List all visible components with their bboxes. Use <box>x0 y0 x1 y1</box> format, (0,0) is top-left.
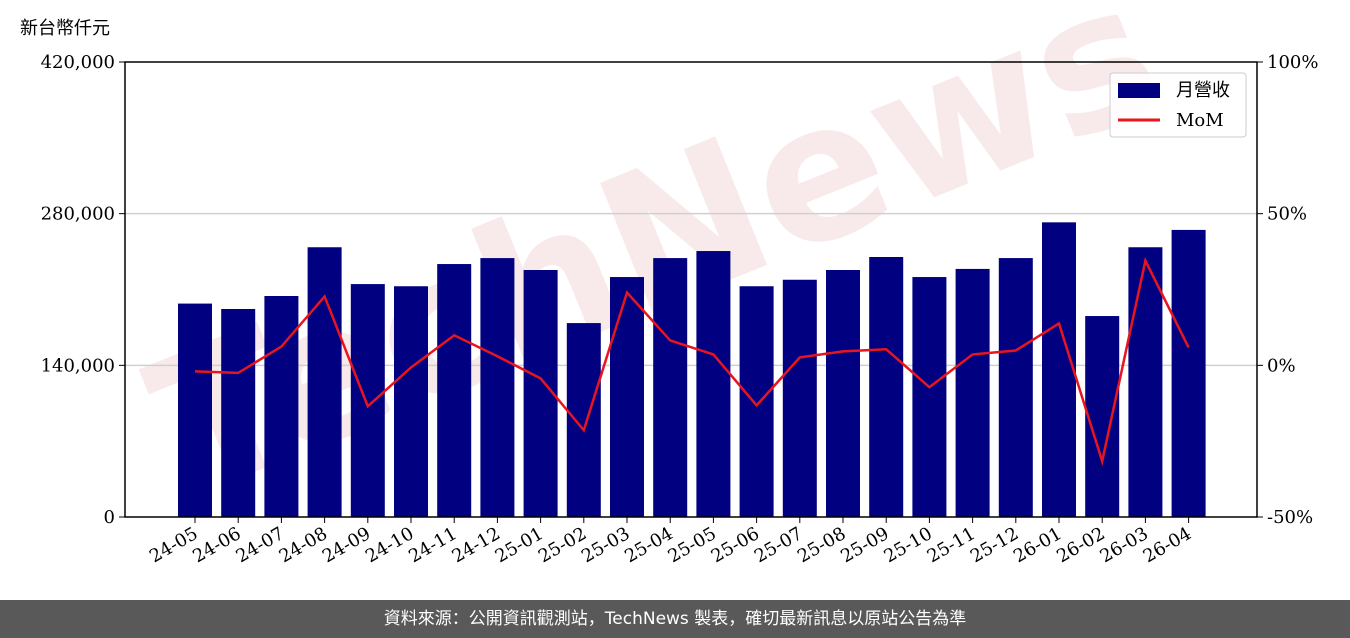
x-tick-label: 25-08 <box>794 523 849 567</box>
x-tick-label: 25-07 <box>751 523 806 567</box>
x-tick-label: 25-01 <box>492 523 547 567</box>
y2-tick-label: 50% <box>1267 204 1307 225</box>
x-tick-label: 24-08 <box>276 523 331 567</box>
bar <box>1042 222 1076 518</box>
x-tick-label: 24-11 <box>405 523 460 567</box>
x-tick-label: 25-04 <box>621 523 676 567</box>
x-tick-label: 25-12 <box>967 523 1022 567</box>
x-tick-label: 24-07 <box>232 523 287 567</box>
x-tick-label: 25-11 <box>924 523 979 567</box>
x-tick-label: 25-10 <box>880 523 935 567</box>
y-tick-label: 420,000 <box>41 52 115 73</box>
y2-tick-label: 0% <box>1267 355 1296 376</box>
bar <box>869 257 904 517</box>
bar <box>178 303 212 517</box>
bar <box>480 258 515 517</box>
bar <box>1085 316 1120 517</box>
y-tick-label: 0 <box>104 507 115 528</box>
line <box>194 256 1190 467</box>
bar <box>782 279 817 517</box>
x-tick-label: 24-05 <box>146 523 201 567</box>
legend-label: MoM <box>1176 110 1224 131</box>
bar <box>696 251 731 517</box>
x-tick-label: 26-01 <box>1010 523 1065 567</box>
bar <box>1171 229 1206 517</box>
x-tick-label: 24-09 <box>319 523 374 567</box>
bar <box>566 323 601 517</box>
x-tick-label: 25-09 <box>837 523 892 567</box>
legend-swatch <box>1118 83 1160 98</box>
bar <box>955 268 990 517</box>
x-tick-label: 24-10 <box>362 523 417 567</box>
bar <box>394 286 428 517</box>
chart: 新台幣仟元 TechNews0140,000280,000420,000-50%… <box>20 0 1318 567</box>
bar <box>610 277 644 517</box>
plot-frame <box>124 61 1258 518</box>
bar <box>437 264 472 517</box>
bar <box>264 296 299 517</box>
x-tick-label: 25-06 <box>708 523 763 567</box>
y-axis-label: 新台幣仟元 <box>20 18 110 39</box>
bar <box>998 258 1033 517</box>
x-tick-label: 24-12 <box>448 523 503 567</box>
bar <box>826 270 860 517</box>
y-tick-label: 140,000 <box>41 355 115 376</box>
y-tick-label: 280,000 <box>41 204 115 225</box>
bar <box>653 258 688 517</box>
x-tick-label: 26-04 <box>1140 523 1195 567</box>
footer: 資料來源：公開資訊觀測站，TechNews 製表，確切最新訊息以原站公告為準 <box>0 600 1350 638</box>
x-tick-label: 25-05 <box>664 523 719 567</box>
legend-label: 月營收 <box>1176 80 1230 101</box>
y2-tick-label: -50% <box>1267 507 1313 528</box>
bar <box>350 284 385 517</box>
bar <box>307 247 342 517</box>
bar <box>739 286 774 517</box>
bar <box>912 277 947 517</box>
bar <box>1128 247 1163 517</box>
y2-tick-label: 100% <box>1267 52 1318 73</box>
x-tick-label: 26-03 <box>1096 523 1151 567</box>
bar <box>221 309 256 517</box>
x-tick-label: 25-02 <box>535 523 590 567</box>
x-tick-label: 26-02 <box>1053 523 1108 567</box>
x-tick-label: 25-03 <box>578 523 633 567</box>
